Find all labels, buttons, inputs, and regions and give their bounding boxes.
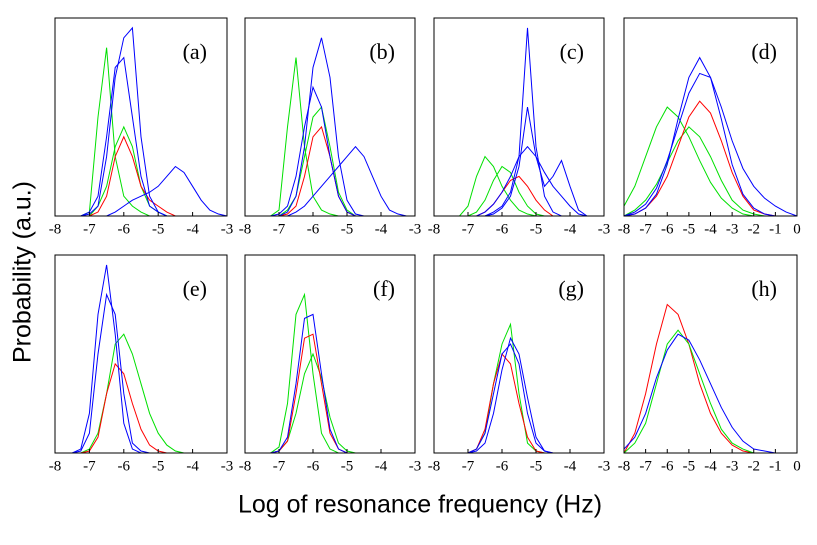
panel-label: (g) <box>558 276 584 301</box>
data-line <box>245 106 415 217</box>
data-line <box>434 322 604 454</box>
x-tick-label: -4 <box>564 458 577 474</box>
x-tick-label: -3 <box>598 458 611 474</box>
x-tick-label: -7 <box>462 221 475 237</box>
panel-label: (f) <box>373 276 395 301</box>
data-line <box>434 107 604 217</box>
x-tick-label: -6 <box>118 458 131 474</box>
x-tick-label: -3 <box>726 458 739 474</box>
data-line <box>434 343 604 454</box>
x-tick-label: -6 <box>496 458 509 474</box>
data-line <box>623 106 797 217</box>
data-line <box>245 125 415 217</box>
x-tick-label: -7 <box>639 221 652 237</box>
panel-frame <box>433 254 605 454</box>
x-tick-label: -5 <box>341 221 354 237</box>
data-line <box>623 100 797 217</box>
x-tick-label: -7 <box>639 458 652 474</box>
x-tick-label: -4 <box>704 458 717 474</box>
x-tick-label: -8 <box>428 458 441 474</box>
x-tick-label: -8 <box>618 458 631 474</box>
x-tick-label: -5 <box>152 221 165 237</box>
data-line <box>434 165 604 217</box>
data-line <box>245 352 415 454</box>
x-tick-label: -8 <box>49 458 62 474</box>
x-tick-label: -7 <box>83 458 96 474</box>
data-line <box>245 85 415 217</box>
x-tick-label: -8 <box>49 221 62 237</box>
panel-frame <box>54 17 228 217</box>
data-line <box>434 145 604 217</box>
data-line <box>623 72 798 217</box>
x-tick-label: -8 <box>618 221 631 237</box>
x-tick-label: -4 <box>186 458 199 474</box>
x-tick-label: -5 <box>683 458 696 474</box>
panel-frame <box>433 17 605 217</box>
data-line <box>55 362 227 454</box>
x-tick-label: -2 <box>748 458 761 474</box>
x-tick-label: -6 <box>661 458 674 474</box>
x-tick-label: -5 <box>530 458 543 474</box>
x-axis-title: Log of resonance frequency (Hz) <box>238 491 602 519</box>
x-tick-label: -4 <box>186 221 199 237</box>
x-tick-label: -2 <box>748 221 761 237</box>
x-tick-label: -1 <box>769 458 782 474</box>
x-tick-label: -3 <box>221 458 234 474</box>
x-tick-label: -4 <box>564 221 577 237</box>
x-tick-label: -7 <box>273 458 286 474</box>
x-tick-label: -6 <box>661 221 674 237</box>
x-tick-label: -4 <box>704 221 717 237</box>
panel-frame <box>244 254 416 454</box>
x-tick-label: 0 <box>793 221 801 237</box>
x-tick-label: 0 <box>793 458 801 474</box>
x-tick-label: -5 <box>530 221 543 237</box>
x-tick-label: -3 <box>409 458 422 474</box>
x-tick-label: -5 <box>152 458 165 474</box>
x-tick-label: -8 <box>239 221 252 237</box>
y-axis-title: Probability (a.u.) <box>9 181 37 363</box>
panel-label: (b) <box>369 39 395 64</box>
x-tick-label: -6 <box>307 458 320 474</box>
data-line <box>434 352 604 454</box>
panel-label: (a) <box>183 39 207 64</box>
x-tick-label: -3 <box>409 221 422 237</box>
panel-label: (c) <box>560 39 584 64</box>
data-line <box>623 333 797 454</box>
x-tick-label: -5 <box>341 458 354 474</box>
x-tick-label: -4 <box>375 458 388 474</box>
x-tick-label: -8 <box>428 221 441 237</box>
panel-label: (h) <box>751 276 777 301</box>
x-tick-label: -6 <box>496 221 509 237</box>
data-line <box>623 56 797 217</box>
data-line <box>623 329 797 454</box>
panel-frame <box>244 17 416 217</box>
x-tick-label: -1 <box>769 221 782 237</box>
x-tick-label: -3 <box>598 221 611 237</box>
x-tick-label: -8 <box>239 458 252 474</box>
x-tick-label: -6 <box>307 221 320 237</box>
data-line <box>245 333 415 454</box>
x-tick-label: -7 <box>462 458 475 474</box>
x-tick-label: -3 <box>726 221 739 237</box>
data-line <box>245 37 415 217</box>
x-tick-label: -6 <box>118 221 131 237</box>
x-tick-label: -3 <box>221 221 234 237</box>
panel-label: (d) <box>751 39 777 64</box>
panel-label: (e) <box>183 276 207 301</box>
x-tick-label: -5 <box>683 221 696 237</box>
data-line <box>55 333 227 454</box>
data-line <box>623 303 797 454</box>
x-tick-label: -7 <box>273 221 286 237</box>
panel-frame <box>54 254 228 454</box>
x-tick-label: -4 <box>375 221 388 237</box>
x-tick-label: -7 <box>83 221 96 237</box>
